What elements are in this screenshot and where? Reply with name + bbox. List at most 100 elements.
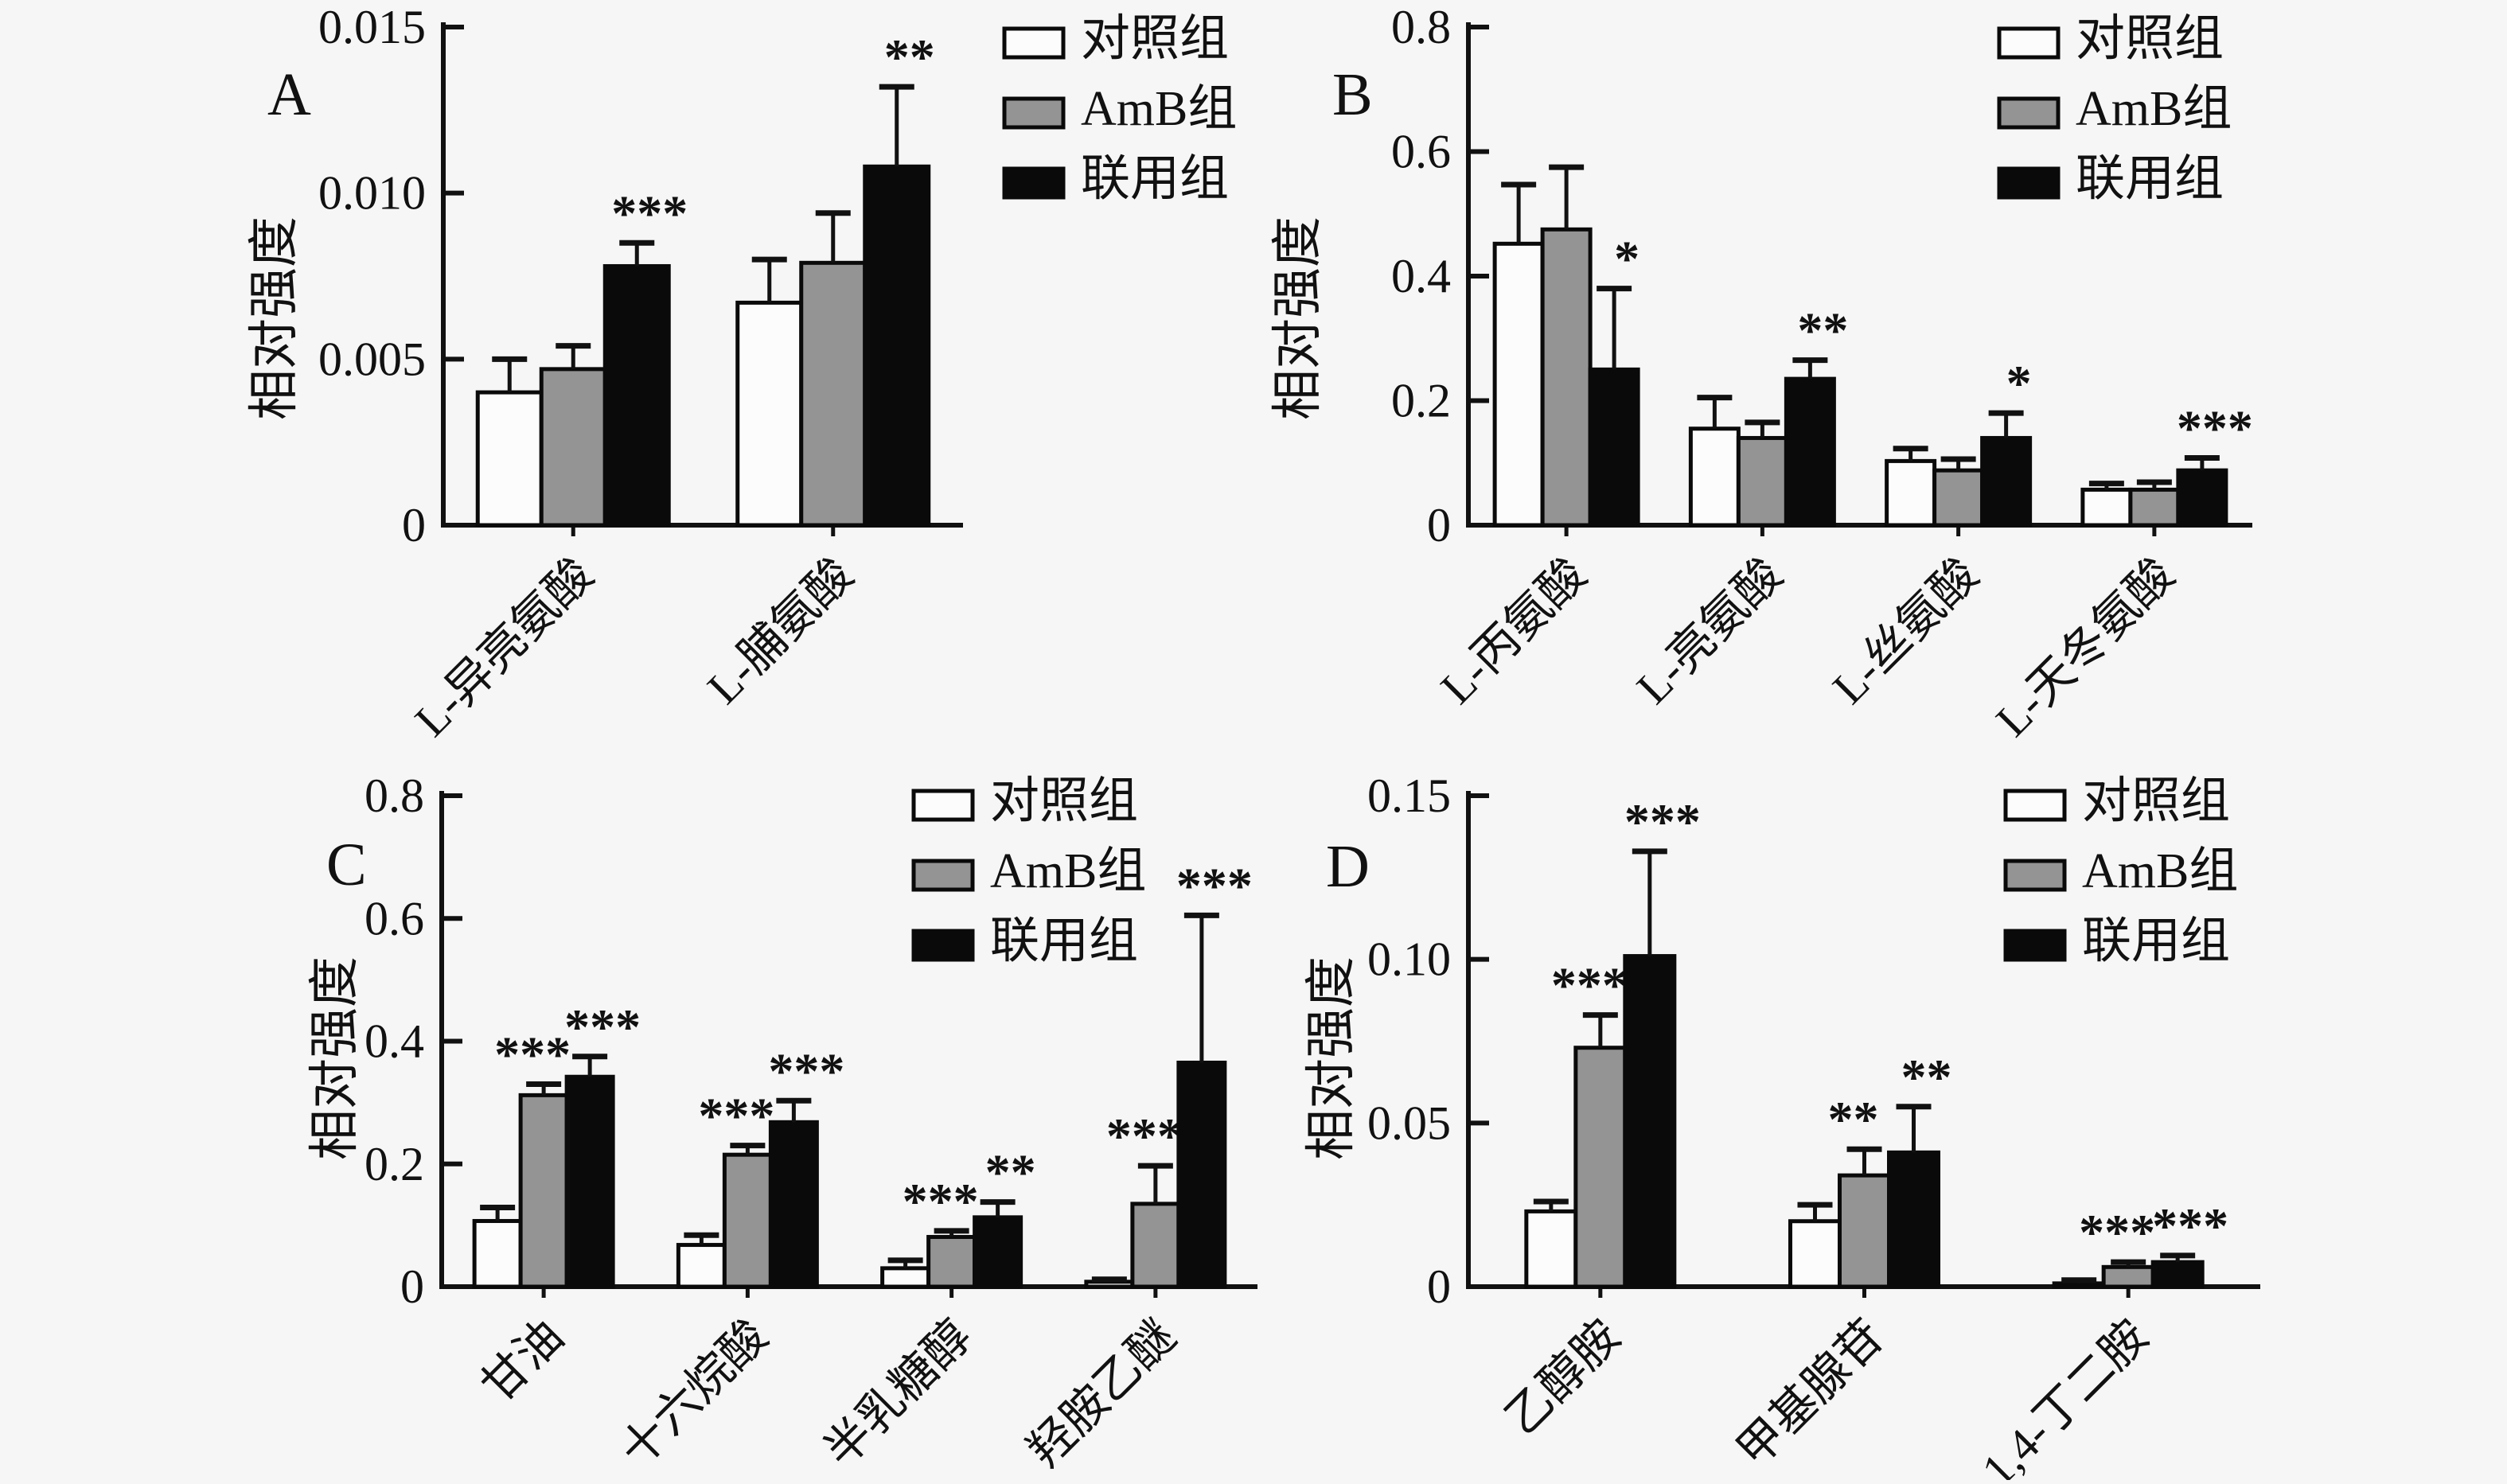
- legend-label: AmB组: [2082, 844, 2238, 898]
- bar: [602, 263, 671, 528]
- panel-letter: B: [1332, 61, 1373, 128]
- legend-swatch: [1997, 166, 2061, 200]
- x-category-label: 羟胺乙醚: [1018, 1310, 1185, 1477]
- y-axis-title: 相对强度: [1303, 956, 1359, 1160]
- legend-swatch: [2003, 789, 2067, 822]
- bar: [1887, 1150, 1940, 1289]
- significance-label: ***: [2152, 1198, 2228, 1254]
- y-tick-label: 0.4: [1391, 250, 1451, 302]
- legend-label: AmB组: [990, 844, 1146, 898]
- legend-swatch: [911, 859, 975, 892]
- significance-label: ***: [2177, 399, 2253, 456]
- legend-label: 对照组: [1081, 12, 1229, 66]
- bar: [1492, 241, 1545, 528]
- bar: [1788, 1219, 1842, 1289]
- bar: [880, 1266, 931, 1289]
- bar: [472, 1218, 523, 1289]
- panel-letter: A: [267, 61, 311, 128]
- bar: [768, 1120, 819, 1289]
- significance-label: ***: [698, 1088, 774, 1144]
- significance-label: *: [1614, 231, 1639, 287]
- legend-swatch: [911, 789, 975, 822]
- y-tick-label: 0.2: [1391, 375, 1451, 427]
- bar: [1838, 1173, 1891, 1289]
- y-tick-label: 0.15: [1367, 769, 1451, 822]
- significance-label: ***: [611, 185, 688, 241]
- bar: [735, 300, 804, 528]
- significance-label: ***: [1551, 957, 1628, 1014]
- significance-label: ***: [903, 1173, 979, 1229]
- legend-label: 联用组: [1081, 152, 1229, 206]
- significance-label: ***: [564, 999, 641, 1055]
- legend-label: 对照组: [2082, 774, 2230, 828]
- y-tick-label: 0.05: [1367, 1096, 1451, 1149]
- bar: [2128, 487, 2181, 528]
- bar: [539, 367, 607, 528]
- significance-label: ***: [494, 1026, 571, 1082]
- legend-label: AmB组: [2076, 82, 2232, 136]
- legend-swatch: [2003, 929, 2067, 962]
- x-category-label: L-亮氨酸: [1627, 548, 1792, 714]
- bar: [863, 164, 931, 528]
- significance-label: ***: [1106, 1108, 1183, 1164]
- bar: [1932, 468, 1985, 528]
- legend-label: 对照组: [990, 774, 1138, 828]
- y-tick-label: 0.6: [365, 892, 424, 945]
- legend-swatch: [1002, 96, 1066, 130]
- x-category-label: 甲基腺苷: [1727, 1310, 1894, 1477]
- bar: [973, 1215, 1023, 1289]
- significance-label: **: [884, 29, 935, 85]
- legend-label: 对照组: [2076, 12, 2224, 66]
- legend-swatch: [1002, 26, 1066, 60]
- bar: [2150, 1260, 2205, 1289]
- panel-A: A 相对强度 0 0.005 0.010 0.015 L-异亮氨酸 *** L-脯氨酸 ** 对照组…: [246, 1, 1237, 746]
- significance-label: **: [1797, 302, 1848, 359]
- panel-letter: C: [326, 832, 367, 898]
- bar: [799, 260, 868, 528]
- significance-label: ***: [768, 1042, 844, 1099]
- y-tick-label: 0.4: [365, 1015, 424, 1068]
- legend-swatch: [1997, 96, 2061, 130]
- bar: [1130, 1202, 1181, 1289]
- bar: [1176, 1060, 1227, 1289]
- y-axis-title: 相对强度: [1269, 216, 1326, 420]
- y-tick-label: 0: [1427, 499, 1451, 551]
- bar: [1688, 427, 1741, 528]
- y-tick-label: 0.015: [318, 1, 426, 53]
- x-category-label: L-脯氨酸: [697, 548, 863, 714]
- legend-label: 联用组: [2076, 152, 2224, 206]
- x-category-label: L-异亮氨酸: [405, 548, 603, 746]
- x-category-label: L-丝氨酸: [1823, 548, 1988, 714]
- bar: [1623, 954, 1677, 1289]
- bar: [1588, 367, 1640, 528]
- legend-label: AmB组: [1081, 82, 1237, 136]
- panel-letter: D: [1326, 833, 1370, 900]
- bar: [1980, 435, 2033, 528]
- bar: [1885, 458, 1937, 528]
- x-category-label: 甘油: [471, 1310, 573, 1412]
- legend-swatch: [911, 929, 975, 962]
- significance-label: *: [2006, 355, 2032, 411]
- significance-label: **: [1828, 1091, 1879, 1147]
- bar: [518, 1093, 569, 1289]
- x-category-label: 1,4-丁二胺: [1971, 1310, 2158, 1480]
- legend-swatch: [1997, 26, 2061, 60]
- significance-label: **: [985, 1144, 1036, 1201]
- bar: [1084, 1280, 1135, 1289]
- panel-C: C相对强度00.20.40.60.8甘油******十六烷酸******半乳糖醇…: [306, 769, 1257, 1477]
- legend-label: 联用组: [990, 914, 1138, 968]
- x-category-label: 十六烷酸: [610, 1310, 778, 1477]
- bar: [1573, 1046, 1628, 1289]
- bar: [1784, 376, 1836, 528]
- bar: [926, 1235, 977, 1289]
- bar: [2176, 468, 2228, 528]
- legend-label: 联用组: [2082, 914, 2230, 968]
- y-tick-label: 0.010: [318, 167, 426, 220]
- significance-label: **: [1901, 1049, 1952, 1105]
- x-category-label: 乙醇胺: [1495, 1310, 1630, 1444]
- y-tick-label: 0: [402, 499, 426, 551]
